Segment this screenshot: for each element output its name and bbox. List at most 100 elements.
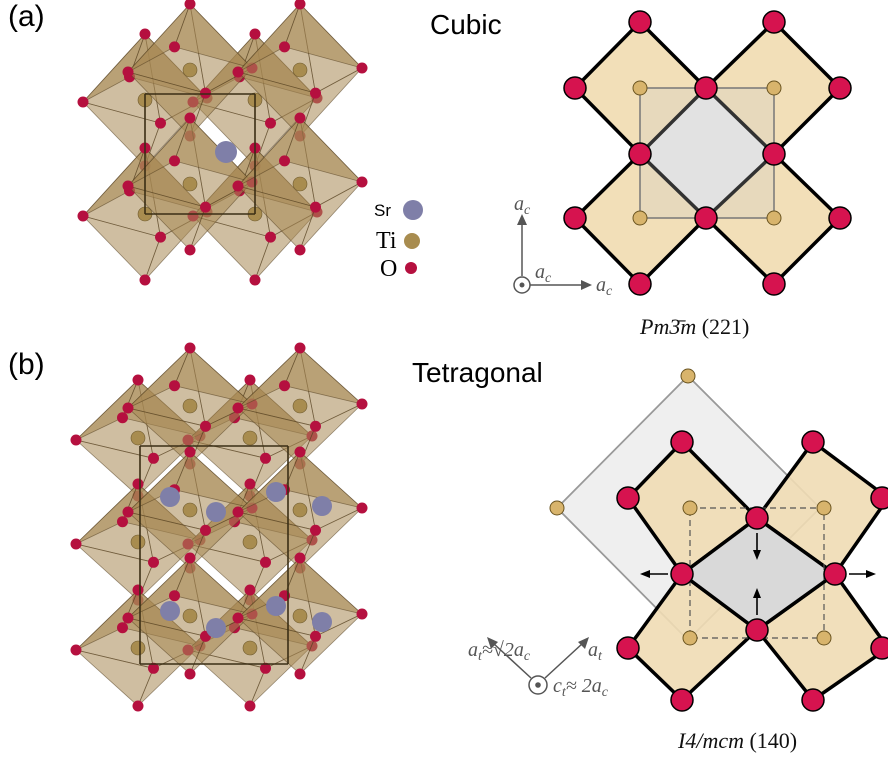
legend-ti-marker xyxy=(404,233,420,249)
legend-ti-label: Ti xyxy=(376,228,397,254)
oxygen-atom xyxy=(294,552,306,564)
oxygen-atom xyxy=(122,180,134,192)
tetragonal-3d-structure xyxy=(70,342,368,712)
oxygen-atom xyxy=(117,516,128,528)
octahedron-face xyxy=(189,67,253,137)
oxygen-atom xyxy=(132,584,144,596)
oxygen-atom xyxy=(184,552,196,564)
cubic-space-group: Pm3̄m (221) xyxy=(639,314,749,339)
oxygen-atom xyxy=(200,87,211,99)
titanium-atom xyxy=(292,62,308,78)
oxygen-atom xyxy=(169,380,180,392)
strontium-atom xyxy=(266,596,286,616)
oxygen-atom xyxy=(132,478,144,490)
strontium-atom xyxy=(206,502,226,522)
oxygen-atom xyxy=(265,231,276,243)
oxygen-atom xyxy=(260,452,271,464)
cubic-oxygens xyxy=(563,10,852,296)
octahedron-face xyxy=(283,3,364,69)
titanium-atom xyxy=(242,534,258,550)
oxygen-atom xyxy=(310,630,321,642)
oxygen-atom xyxy=(184,0,196,10)
oxygen-atom xyxy=(310,87,321,99)
oxygen-atom xyxy=(260,556,271,568)
oxygen-atom xyxy=(122,506,134,518)
oxygen-atom xyxy=(117,622,128,634)
tetragonal-oxygens xyxy=(616,430,888,712)
octahedron-face xyxy=(189,613,253,675)
oxygen-atom xyxy=(294,342,306,354)
cubic-3d-structure xyxy=(77,0,368,286)
oxygen-atom xyxy=(244,374,256,386)
strontium-atom xyxy=(312,612,332,632)
oxygen-atom xyxy=(139,28,151,40)
oxygen-atom xyxy=(356,608,368,620)
oxygen-atom xyxy=(148,452,159,464)
oxygen-atom xyxy=(279,155,290,167)
octahedron-face xyxy=(299,613,363,675)
octahedron-face xyxy=(299,403,363,465)
ti-atom xyxy=(632,210,648,226)
tetragonal-axis-right-label: at xyxy=(588,639,603,664)
oxygen-atom xyxy=(200,524,211,536)
strontium-atom xyxy=(160,487,180,507)
octahedron-face xyxy=(189,403,253,465)
displacement-arrows xyxy=(640,533,876,615)
cubic-axis-out-label: ac xyxy=(535,261,552,286)
titanium-atom xyxy=(130,430,146,446)
titanium-atom xyxy=(182,176,198,192)
oxygen-atom xyxy=(232,506,244,518)
titanium-atom xyxy=(130,534,146,550)
octahedron-face xyxy=(283,557,363,615)
oxygen-atom xyxy=(244,700,256,712)
titanium-atom xyxy=(182,608,198,624)
oxygen-atom xyxy=(232,402,244,414)
oxygen-atom xyxy=(294,244,306,256)
oxygen-atom xyxy=(356,502,368,514)
ti-atom xyxy=(766,80,782,96)
octahedron-face xyxy=(299,181,363,251)
strontium-atom xyxy=(266,482,286,502)
oxygen-atom xyxy=(184,244,196,256)
titanium-atom xyxy=(182,398,198,414)
ti-atom xyxy=(632,80,648,96)
oxygen-atom xyxy=(294,668,306,680)
oxygen-atom xyxy=(294,112,306,124)
oxygen-atom xyxy=(77,96,89,108)
oxygen-atom xyxy=(310,420,321,432)
oxygen-atom xyxy=(279,41,290,53)
titanium-atom xyxy=(292,176,308,192)
titanium-atom xyxy=(130,640,146,656)
oxygen-atom xyxy=(70,434,82,446)
titanium-atom xyxy=(292,398,308,414)
strontium-atom xyxy=(312,496,332,516)
oxygen-atom xyxy=(169,590,180,602)
octahedron-face xyxy=(173,347,253,405)
panel-a-title: Cubic xyxy=(430,9,502,40)
oxygen-atom xyxy=(132,700,144,712)
oxygen-atom xyxy=(122,612,134,624)
titanium-atom xyxy=(182,62,198,78)
oxygen-atom xyxy=(294,446,306,458)
octahedron-face xyxy=(173,557,253,615)
octahedron-face xyxy=(189,181,253,251)
oxygen-atom xyxy=(70,644,82,656)
oxygen-atom xyxy=(148,662,159,674)
oxygen-atom xyxy=(122,66,134,78)
titanium-atom xyxy=(182,502,198,518)
octahedron-face xyxy=(299,507,363,569)
panel-a-label: (a) xyxy=(8,0,45,33)
ti-atom xyxy=(682,500,698,516)
oxygen-atom xyxy=(200,420,211,432)
ti-atom xyxy=(549,500,565,516)
ti-atom xyxy=(680,368,696,384)
oxygen-atom xyxy=(232,612,244,624)
titanium-atom xyxy=(242,640,258,656)
legend-o-marker xyxy=(405,262,417,274)
oxygen-atom xyxy=(356,176,368,188)
oxygen-atom xyxy=(244,478,256,490)
oxygen-atom xyxy=(77,210,89,222)
legend-sr-marker xyxy=(403,200,423,220)
ti-atom xyxy=(766,210,782,226)
